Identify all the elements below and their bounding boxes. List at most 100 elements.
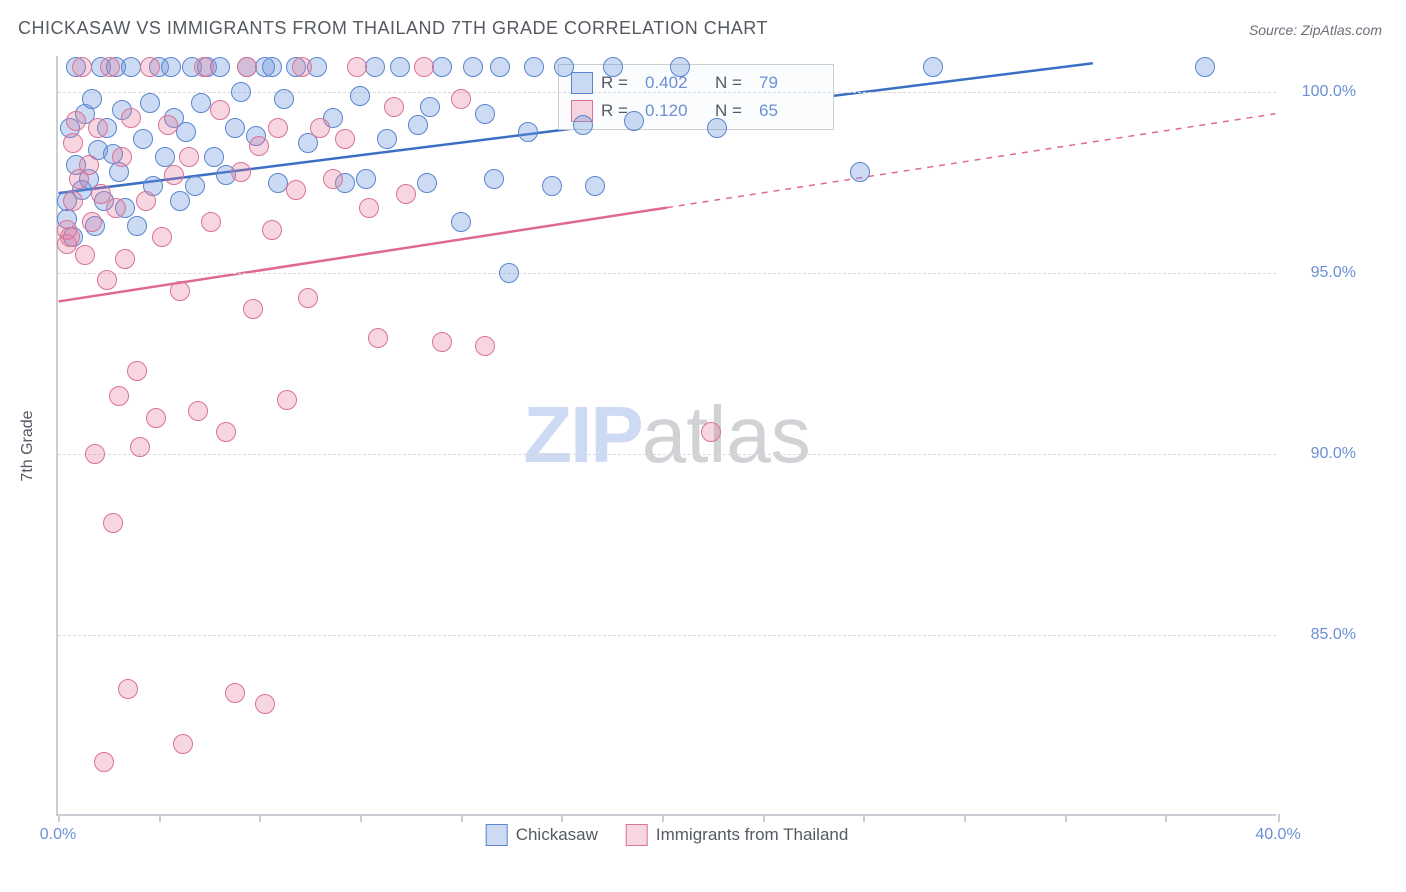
scatter-point — [75, 245, 95, 265]
scatter-point — [170, 281, 190, 301]
scatter-point — [274, 89, 294, 109]
scatter-point — [377, 129, 397, 149]
scatter-point — [624, 111, 644, 131]
x-tick — [863, 814, 865, 822]
x-tick-label: 40.0% — [1255, 826, 1300, 844]
x-tick — [1165, 814, 1167, 822]
scatter-point — [524, 57, 544, 77]
scatter-point — [60, 227, 80, 247]
scatter-point — [603, 57, 623, 77]
scatter-point — [298, 288, 318, 308]
x-tick — [360, 814, 362, 822]
scatter-point — [140, 93, 160, 113]
scatter-point — [185, 176, 205, 196]
scatter-point — [451, 89, 471, 109]
x-tick — [461, 814, 463, 822]
scatter-point — [152, 227, 172, 247]
scatter-point — [146, 408, 166, 428]
scatter-point — [201, 212, 221, 232]
scatter-point — [164, 165, 184, 185]
scatter-point — [490, 57, 510, 77]
scatter-point — [191, 93, 211, 113]
x-tick — [964, 814, 966, 822]
legend-item: Chickasaw — [486, 824, 598, 846]
scatter-point — [100, 57, 120, 77]
scatter-point — [82, 212, 102, 232]
scatter-point — [277, 390, 297, 410]
scatter-point — [573, 115, 593, 135]
scatter-point — [112, 147, 132, 167]
x-tick — [662, 814, 664, 822]
scatter-point — [850, 162, 870, 182]
scatter-point — [542, 176, 562, 196]
y-tick-label: 85.0% — [1286, 626, 1356, 644]
x-tick — [1065, 814, 1067, 822]
scatter-point — [243, 299, 263, 319]
scatter-point — [121, 57, 141, 77]
scatter-point — [262, 220, 282, 240]
scatter-point — [1195, 57, 1215, 77]
scatter-point — [368, 328, 388, 348]
scatter-point — [432, 57, 452, 77]
scatter-point — [484, 169, 504, 189]
scatter-point — [97, 270, 117, 290]
scatter-point — [204, 147, 224, 167]
scatter-point — [432, 332, 452, 352]
scatter-point — [103, 513, 123, 533]
scatter-point — [255, 694, 275, 714]
scatter-point — [350, 86, 370, 106]
scatter-point — [225, 118, 245, 138]
scatter-point — [417, 173, 437, 193]
correlation-legend: R =0.402N =79R =0.120N =65 — [558, 64, 834, 130]
scatter-point — [359, 198, 379, 218]
scatter-point — [554, 57, 574, 77]
scatter-point — [249, 136, 269, 156]
scatter-point — [173, 734, 193, 754]
chart-title: CHICKASAW VS IMMIGRANTS FROM THAILAND 7T… — [18, 18, 768, 39]
scatter-point — [79, 155, 99, 175]
scatter-point — [701, 422, 721, 442]
scatter-point — [585, 176, 605, 196]
scatter-point — [475, 104, 495, 124]
scatter-point — [194, 57, 214, 77]
scatter-point — [161, 57, 181, 77]
scatter-point — [170, 191, 190, 211]
regression-line — [59, 208, 667, 302]
scatter-point — [63, 191, 83, 211]
legend-n-value: 65 — [759, 97, 821, 125]
scatter-point — [133, 129, 153, 149]
scatter-point — [310, 118, 330, 138]
scatter-point — [106, 198, 126, 218]
scatter-point — [66, 111, 86, 131]
scatter-point — [463, 57, 483, 77]
scatter-point — [82, 89, 102, 109]
scatter-point — [292, 57, 312, 77]
scatter-point — [707, 118, 727, 138]
x-tick — [58, 814, 60, 822]
scatter-point — [231, 82, 251, 102]
legend-label: Chickasaw — [516, 825, 598, 845]
legend-label: Immigrants from Thailand — [656, 825, 848, 845]
gridline — [58, 635, 1276, 636]
scatter-point — [237, 57, 257, 77]
scatter-point — [518, 122, 538, 142]
chart-plot-area: ZIPatlas R =0.402N =79R =0.120N =65 Chic… — [56, 56, 1276, 816]
scatter-point — [188, 401, 208, 421]
legend-row: R =0.120N =65 — [571, 97, 821, 125]
scatter-point — [136, 191, 156, 211]
scatter-point — [323, 169, 343, 189]
series-legend: Chickasaw Immigrants from Thailand — [486, 824, 849, 846]
scatter-point — [121, 108, 141, 128]
y-axis-label: 7th Grade — [19, 410, 37, 481]
scatter-point — [158, 115, 178, 135]
scatter-point — [176, 122, 196, 142]
scatter-point — [923, 57, 943, 77]
scatter-point — [384, 97, 404, 117]
legend-item: Immigrants from Thailand — [626, 824, 848, 846]
scatter-point — [335, 129, 355, 149]
gridline — [58, 273, 1276, 274]
scatter-point — [396, 184, 416, 204]
scatter-point — [356, 169, 376, 189]
y-tick-label: 90.0% — [1286, 445, 1356, 463]
x-tick — [561, 814, 563, 822]
